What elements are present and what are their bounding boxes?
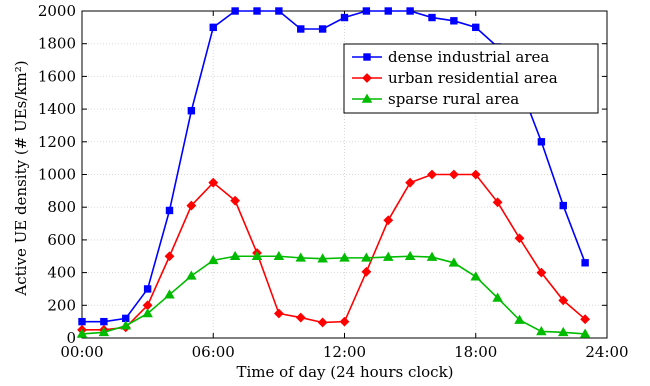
data-point (295, 312, 306, 323)
data-point (536, 267, 547, 278)
x-tick-label: 06:00 (192, 343, 235, 361)
data-point (76, 328, 88, 338)
data-point (187, 107, 196, 115)
data-point (361, 252, 372, 262)
x-tick-label: 24:00 (585, 343, 628, 361)
data-point (208, 177, 219, 188)
data-point (450, 17, 458, 25)
y-tick-label: 2000 (38, 2, 76, 20)
y-tick-label: 1200 (38, 133, 76, 151)
y-tick-label: 400 (47, 264, 76, 282)
data-point (253, 7, 261, 15)
data-point (448, 257, 460, 267)
data-point (537, 138, 546, 146)
legend-label: sparse rural area (388, 90, 519, 108)
data-point (297, 25, 305, 33)
x-tick-label: 18:00 (454, 343, 497, 361)
legend: dense industrial area urban residential a… (343, 43, 599, 114)
data-point (207, 254, 219, 265)
data-point (361, 266, 372, 277)
data-point (340, 13, 349, 22)
data-point (427, 169, 437, 180)
data-point (558, 295, 569, 306)
data-point (209, 23, 217, 32)
data-point (514, 314, 525, 324)
data-point (470, 169, 481, 180)
data-point (100, 317, 108, 326)
data-point (404, 250, 416, 261)
data-point (406, 7, 414, 15)
legend-marker (361, 93, 373, 103)
data-point (383, 215, 394, 226)
axes: 00:00 06:00 12:00 18:00 24:00 0 200 400 600 800 10… (38, 2, 629, 361)
x-tick-label: 00:00 (60, 343, 103, 361)
data-point (318, 25, 327, 33)
series-triangle (76, 250, 591, 338)
data-point (536, 326, 547, 336)
data-point (514, 233, 525, 244)
data-point (579, 328, 591, 338)
data-point (231, 7, 239, 15)
legend-marker (362, 73, 372, 83)
data-point (557, 326, 569, 337)
data-point (426, 251, 438, 261)
data-point (339, 316, 350, 327)
data-point (230, 195, 241, 206)
data-point (472, 23, 480, 32)
data-point (186, 270, 197, 280)
data-point (295, 252, 307, 262)
data-point (165, 206, 174, 215)
data-point (98, 326, 110, 337)
data-point (470, 271, 482, 281)
x-axis-label: Time of day (24 hours clock) (236, 363, 453, 381)
legend-marker (363, 53, 371, 61)
x-tick-label: 12:00 (323, 343, 366, 361)
data-point (581, 259, 589, 267)
data-point (580, 314, 591, 325)
y-tick-label: 1400 (38, 100, 76, 118)
data-point (229, 250, 241, 261)
y-tick-label: 1600 (38, 67, 76, 85)
data-point (382, 251, 394, 261)
data-point (339, 252, 350, 262)
data-point (559, 201, 567, 210)
data-point (384, 7, 392, 15)
data-point (492, 197, 503, 208)
data-point (405, 177, 416, 188)
data-point (362, 7, 371, 15)
series-line (82, 173, 586, 331)
y-tick-label: 600 (47, 231, 76, 249)
legend-entry: urban residential area (352, 69, 558, 87)
data-point (186, 200, 197, 211)
data-point (251, 250, 263, 261)
legend-label: dense industrial area (388, 48, 549, 66)
data-point (492, 292, 503, 302)
data-point (142, 308, 153, 318)
series-diamond (77, 169, 591, 335)
legend-box (343, 43, 599, 114)
legend-entry: sparse rural area (352, 90, 519, 108)
y-tick-label: 200 (47, 296, 76, 314)
data-point (273, 250, 285, 261)
y-tick-label: 800 (47, 198, 76, 216)
data-point (317, 253, 328, 263)
data-point (143, 285, 152, 293)
y-tick-label: 1000 (38, 166, 76, 184)
data-point (78, 317, 86, 326)
data-point (164, 251, 175, 262)
data-point (275, 7, 283, 15)
data-point (273, 308, 284, 319)
data-point (164, 289, 175, 299)
data-point (448, 169, 459, 180)
y-tick-label: 0 (66, 329, 76, 347)
legend-entry: dense industrial area (352, 48, 549, 66)
y-tick-label: 1800 (38, 35, 76, 53)
legend-label: urban residential area (388, 69, 558, 87)
data-point (120, 320, 132, 330)
data-point (428, 13, 436, 22)
y-axis-label: Active UE density (# UEs/km²) (12, 60, 30, 296)
data-point (317, 317, 328, 328)
